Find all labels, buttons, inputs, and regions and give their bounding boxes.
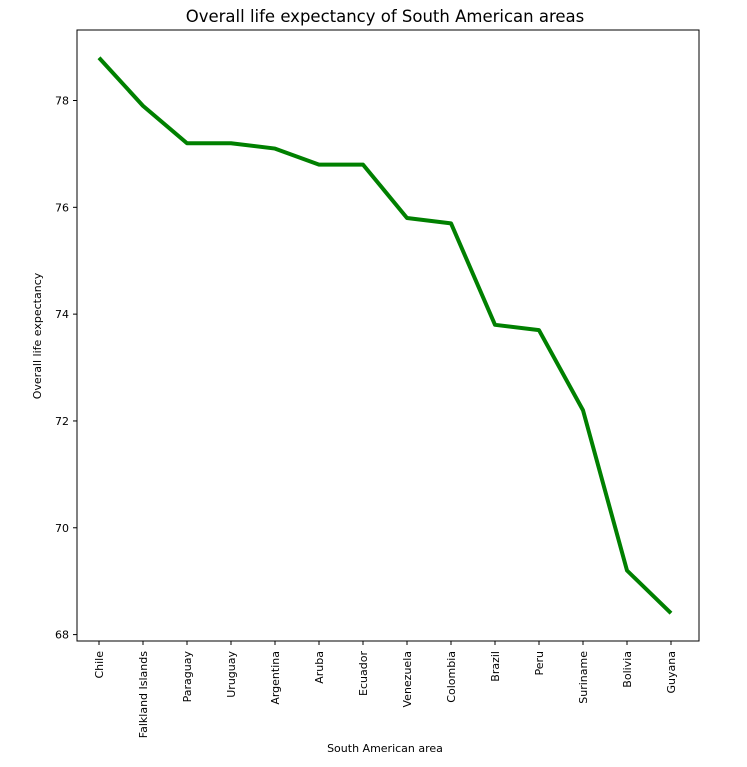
x-axis: Chile Falkland Islands Paraguay Uruguay Arge…: [93, 641, 678, 738]
x-tick-label: Brazil: [489, 651, 502, 682]
x-tick-label: Argentina: [269, 651, 282, 705]
x-tick-label: Paraguay: [181, 651, 194, 703]
x-tick-label: Aruba: [313, 651, 326, 684]
x-tick-label: Peru: [533, 651, 546, 676]
x-tick-label: Bolivia: [621, 651, 634, 688]
y-axis-label: Overall life expectancy: [31, 272, 44, 399]
x-tick-label: Suriname: [577, 651, 590, 704]
x-tick-label: Falkland Islands: [137, 651, 150, 738]
x-tick-label: Uruguay: [225, 651, 238, 698]
y-tick-label: 76: [55, 201, 69, 214]
chart-title: Overall life expectancy of South America…: [186, 7, 585, 26]
y-tick-label: 68: [55, 629, 69, 642]
y-axis: 68 70 72 74 76 78: [55, 95, 77, 642]
y-tick-label: 72: [55, 415, 69, 428]
x-tick-label: Venezuela: [401, 651, 414, 708]
series-line: [97, 56, 673, 615]
y-tick-label: 70: [55, 522, 69, 535]
y-tick-label: 74: [55, 308, 69, 321]
plot-frame: [76, 29, 700, 642]
x-tick-label: Guyana: [665, 651, 678, 693]
x-axis-label: South American area: [327, 742, 443, 755]
y-tick-label: 78: [55, 95, 69, 108]
x-tick-label: Ecuador: [357, 651, 370, 696]
x-tick-label: Colombia: [445, 651, 458, 703]
plot-area: [97, 56, 673, 615]
x-tick-label: Chile: [93, 651, 106, 679]
